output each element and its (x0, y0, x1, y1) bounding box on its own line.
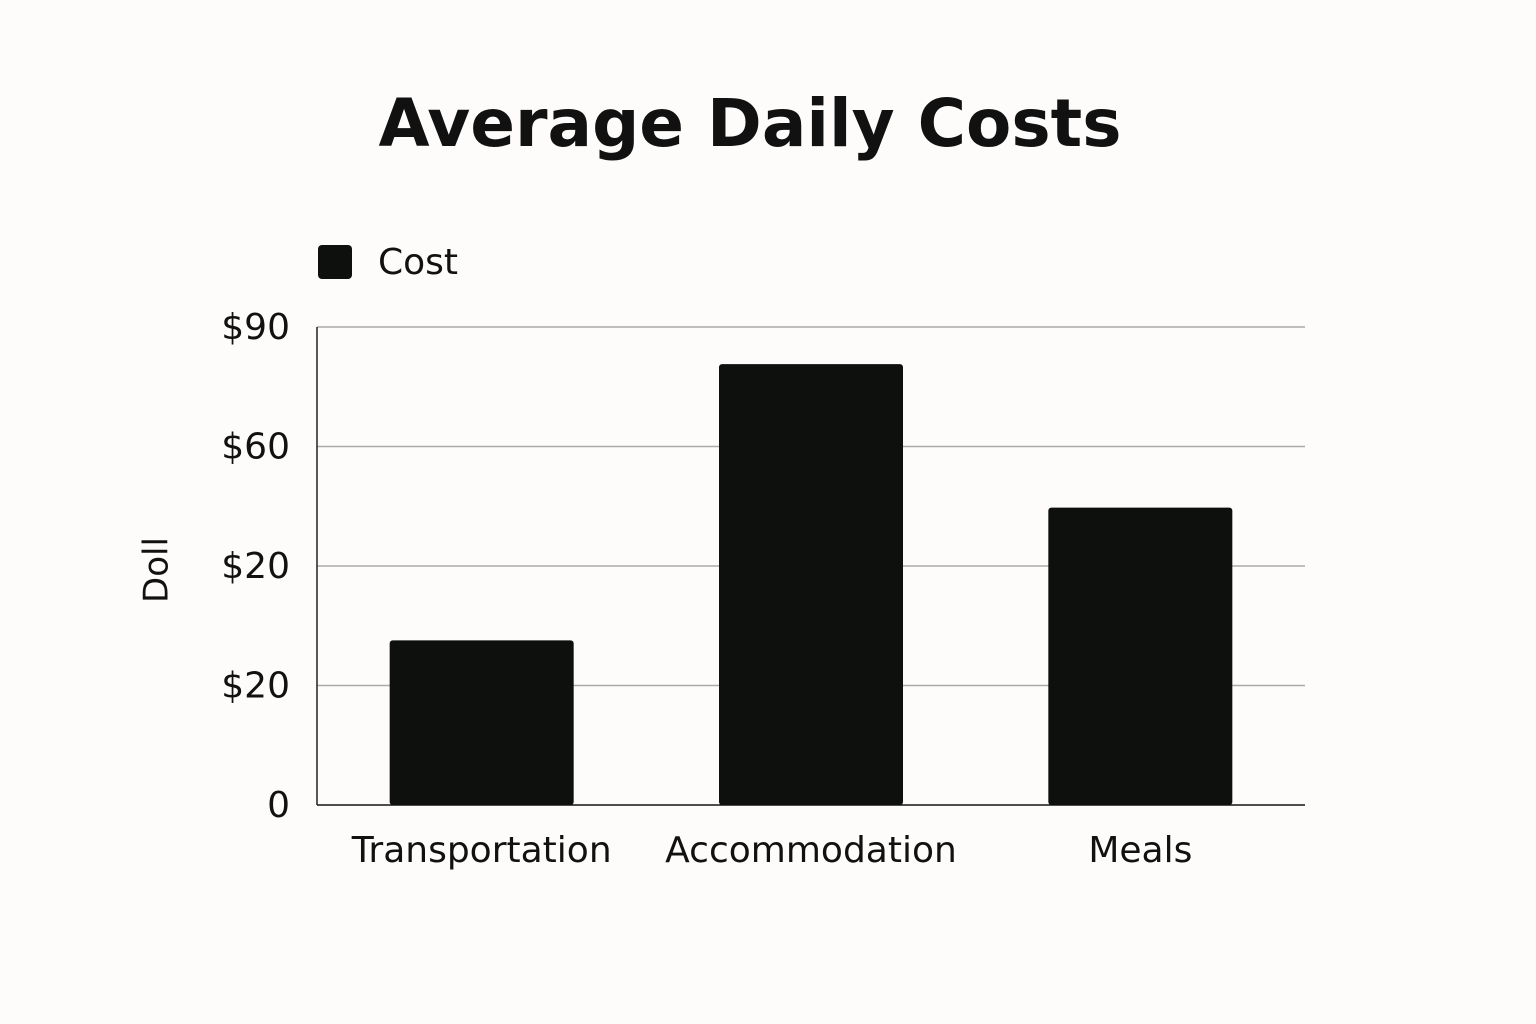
legend-swatch (318, 245, 352, 279)
bar (389, 640, 574, 805)
x-tick-label: Meals (1088, 830, 1192, 871)
y-axis-label: Doll (137, 537, 177, 603)
chart-title: Average Daily Costs (378, 85, 1121, 162)
y-tick-label: $20 (221, 666, 290, 707)
y-tick-label: $20 (221, 546, 290, 587)
x-tick-label: Transportation (351, 830, 612, 871)
legend-label: Cost (378, 242, 458, 283)
y-tick-label: $90 (221, 307, 290, 348)
bar (1048, 507, 1233, 805)
y-tick-label: 0 (267, 785, 290, 826)
x-tick-label: Accommodation (665, 830, 957, 871)
y-tick-label: $60 (221, 427, 290, 468)
bar (719, 364, 903, 805)
